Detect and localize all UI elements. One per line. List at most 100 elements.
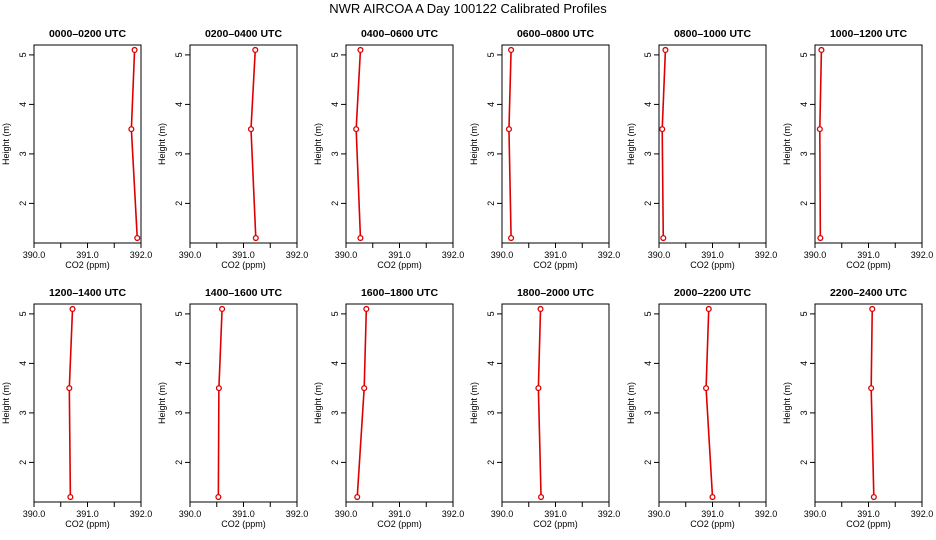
- y-tick-label: 2: [486, 201, 496, 206]
- data-point: [816, 126, 823, 133]
- y-tick-label: 4: [643, 102, 653, 107]
- y-tick-label: 5: [174, 52, 184, 57]
- y-tick-label: 5: [174, 311, 184, 316]
- data-point: [660, 235, 667, 242]
- y-axis-label: Height (m): [469, 123, 479, 165]
- x-tick-label: 391.0: [857, 509, 880, 519]
- data-point: [353, 126, 360, 133]
- y-axis-label: Height (m): [782, 123, 792, 165]
- x-axis-label: CO2 (ppm): [65, 260, 110, 270]
- profile-line: [130, 49, 139, 239]
- data-point: [817, 235, 824, 242]
- x-tick-label: 392.0: [442, 250, 465, 260]
- x-tick-label: 390.0: [179, 250, 202, 260]
- data-point: [705, 305, 712, 313]
- y-tick-label: 2: [330, 460, 340, 465]
- y-tick-label: 2: [799, 460, 809, 465]
- panel: 1400–1600 UTC 390.0 391.0 392.0 2 3 4 5 CO2 (ppm…: [157, 287, 308, 529]
- x-tick-label: 390.0: [648, 250, 671, 260]
- y-tick-label: 3: [174, 410, 184, 415]
- y-tick-label: 4: [799, 361, 809, 366]
- x-tick-label: 391.0: [232, 250, 255, 260]
- y-tick-label: 3: [330, 410, 340, 415]
- x-tick-label: 391.0: [701, 509, 724, 519]
- x-tick-label: 392.0: [130, 250, 153, 260]
- panel: 0400–0600 UTC 390.0 391.0 392.0 2 3 4 5 CO2 (ppm…: [313, 28, 464, 270]
- data-point: [869, 305, 876, 313]
- data-point: [215, 493, 222, 501]
- x-tick-label: 391.0: [544, 509, 567, 519]
- plot-frame: [33, 44, 142, 244]
- panel: 1800–2000 UTC 390.0 391.0 392.0 2 3 4 5 CO2 (ppm…: [469, 287, 620, 529]
- y-tick-label: 4: [799, 102, 809, 107]
- y-tick-label: 5: [330, 311, 340, 316]
- y-axis-label: Height (m): [313, 382, 323, 424]
- x-tick-label: 391.0: [232, 509, 255, 519]
- x-axis-label: CO2 (ppm): [846, 519, 891, 529]
- data-point: [508, 235, 515, 242]
- x-tick-label: 390.0: [648, 509, 671, 519]
- x-tick-label: 390.0: [335, 509, 358, 519]
- data-point: [66, 385, 73, 392]
- x-tick-label: 392.0: [755, 509, 778, 519]
- y-axis-label: Height (m): [313, 123, 323, 165]
- y-tick-label: 3: [486, 151, 496, 156]
- y-tick-label: 5: [486, 52, 496, 57]
- x-tick-label: 390.0: [804, 250, 827, 260]
- y-axis-label: Height (m): [157, 382, 167, 424]
- y-tick-label: 2: [174, 460, 184, 465]
- x-axis-label: CO2 (ppm): [690, 519, 735, 529]
- plot-frame: [345, 44, 454, 244]
- y-tick-label: 5: [643, 311, 653, 316]
- data-point: [538, 493, 545, 501]
- data-point: [252, 235, 259, 242]
- y-tick-label: 2: [799, 201, 809, 206]
- y-tick-label: 3: [18, 151, 28, 156]
- y-tick-label: 5: [643, 52, 653, 57]
- profile-line: [705, 308, 714, 498]
- x-tick-label: 391.0: [544, 250, 567, 260]
- panel: 1200–1400 UTC 390.0 391.0 392.0 2 3 4 5 CO2 (ppm…: [1, 287, 152, 529]
- x-tick-label: 392.0: [911, 250, 934, 260]
- data-point: [709, 493, 716, 501]
- y-tick-label: 4: [330, 361, 340, 366]
- panel: 0800–1000 UTC 390.0 391.0 392.0 2 3 4 5 CO2 (ppm…: [626, 28, 777, 270]
- y-axis-label: Height (m): [469, 382, 479, 424]
- y-tick-label: 4: [18, 361, 28, 366]
- y-tick-label: 2: [643, 201, 653, 206]
- x-axis-label: CO2 (ppm): [65, 519, 110, 529]
- y-tick-label: 4: [18, 102, 28, 107]
- x-tick-label: 390.0: [491, 250, 514, 260]
- plot-frame: [501, 44, 610, 244]
- panel-title: 1400–1600 UTC: [205, 287, 282, 299]
- x-tick-label: 391.0: [388, 250, 411, 260]
- y-tick-label: 3: [18, 410, 28, 415]
- y-axis-label: Height (m): [626, 123, 636, 165]
- panel-title: 1200–1400 UTC: [49, 287, 126, 299]
- x-tick-label: 392.0: [442, 509, 465, 519]
- x-tick-label: 392.0: [130, 509, 153, 519]
- profile-line: [217, 308, 223, 498]
- data-point: [505, 126, 513, 133]
- data-point: [868, 385, 875, 392]
- panel-title: 0800–1000 UTC: [674, 28, 751, 40]
- x-tick-label: 392.0: [286, 509, 309, 519]
- x-tick-label: 391.0: [857, 250, 880, 260]
- plot-frame: [189, 303, 298, 503]
- profile-line: [661, 49, 667, 239]
- data-point: [67, 493, 74, 501]
- y-tick-label: 5: [18, 311, 28, 316]
- plot-frame: [345, 303, 454, 503]
- plot-frame: [658, 303, 767, 503]
- data-point: [247, 126, 255, 133]
- data-point: [662, 46, 669, 53]
- x-axis-label: CO2 (ppm): [690, 260, 735, 270]
- profile-line: [537, 308, 542, 498]
- y-tick-label: 4: [486, 361, 496, 366]
- data-point: [703, 385, 710, 392]
- profile-line: [508, 49, 512, 239]
- data-point: [69, 305, 76, 313]
- panel-title: 2000–2200 UTC: [674, 287, 751, 299]
- panel-title: 0600–0800 UTC: [517, 28, 594, 40]
- data-point: [134, 235, 141, 242]
